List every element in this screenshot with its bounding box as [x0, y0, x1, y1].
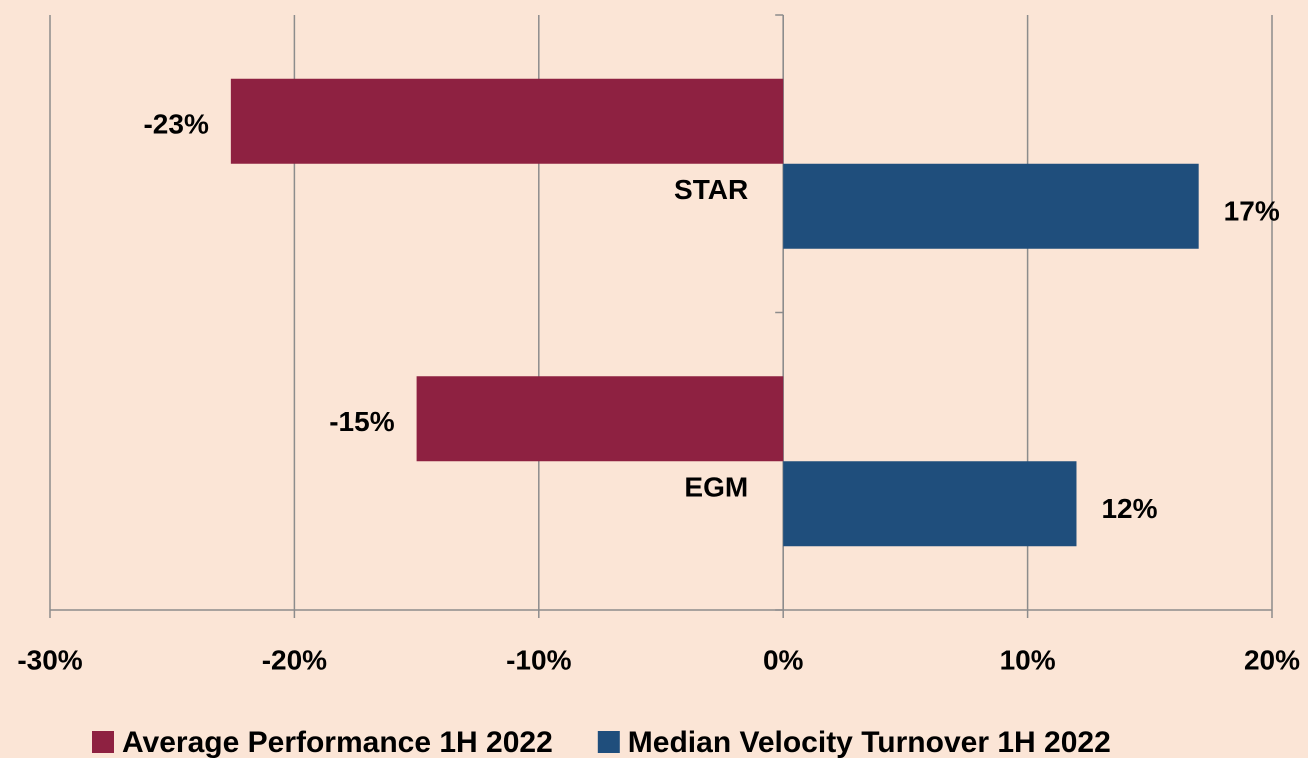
bar [783, 163, 1199, 249]
x-tick-label: -20% [262, 644, 327, 675]
legend-label: Median Velocity Turnover 1H 2022 [628, 726, 1111, 758]
legend-swatch [597, 731, 620, 753]
value-label: 12% [1101, 493, 1157, 524]
legend-label: Average Performance 1H 2022 [122, 726, 553, 758]
x-tick-label: 0% [763, 644, 804, 675]
value-label: 17% [1224, 196, 1280, 227]
value-label: -23% [143, 109, 208, 140]
category-label: STAR [674, 174, 748, 205]
x-tick-label: -10% [506, 644, 571, 675]
bar [230, 78, 784, 164]
category-label: EGM [684, 472, 748, 503]
legend-swatch [92, 731, 114, 753]
bar [416, 376, 784, 462]
value-label: -15% [329, 406, 394, 437]
x-tick-label: -30% [17, 644, 82, 675]
bar [783, 461, 1077, 547]
x-tick-label: 10% [1000, 644, 1056, 675]
x-tick-label: 20% [1244, 644, 1300, 675]
